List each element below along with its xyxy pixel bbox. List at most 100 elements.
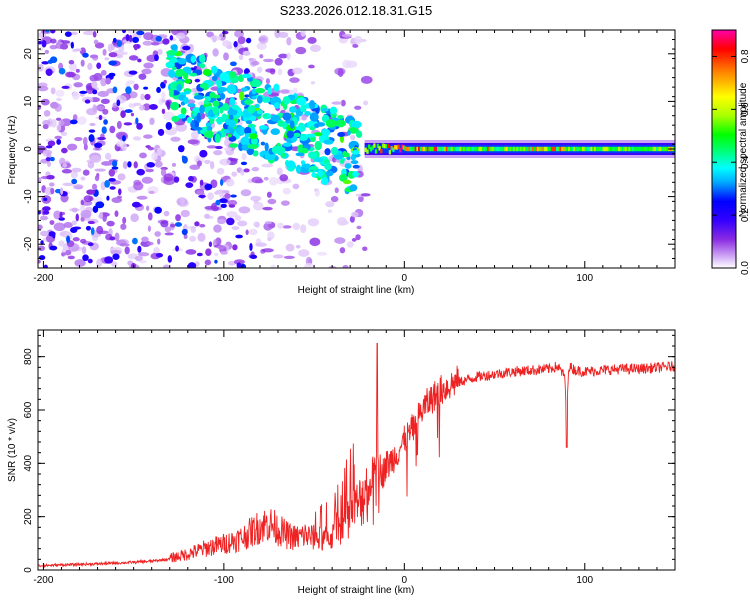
- spectral-noise-blob: [292, 67, 303, 75]
- spectral-ridge-blob: [184, 78, 191, 84]
- spectral-noise-blob: [353, 35, 363, 45]
- spectral-blob: [181, 228, 188, 236]
- carrier-core-segment: [468, 146, 471, 152]
- carrier-core-segment: [623, 146, 626, 152]
- carrier-core-segment: [606, 146, 609, 152]
- spectral-blob: [175, 214, 181, 222]
- carrier-core-segment: [404, 146, 407, 151]
- spectral-noise-blob: [222, 40, 231, 47]
- spectral-blob: [148, 190, 155, 194]
- spectral-ridge-blob: [239, 91, 245, 101]
- spectral-blob: [69, 119, 78, 125]
- spectral-noise-blob: [264, 221, 272, 225]
- spectral-ridge-blob: [183, 96, 189, 104]
- spectral-noise-blob: [145, 168, 155, 173]
- spectral-blob: [198, 194, 206, 198]
- spectral-ridge-blob: [240, 87, 248, 92]
- spectral-blob: [85, 225, 92, 231]
- spectral-noise-blob: [330, 195, 339, 203]
- spectral-ridge-blob: [227, 108, 238, 116]
- spectral-blob: [161, 108, 166, 115]
- spectral-noise-blob: [175, 123, 187, 132]
- spectral-blob: [45, 157, 51, 162]
- spectral-ridge-blob: [300, 105, 305, 112]
- colorbar: 0.0 0.2 0.4 0.6 0.8 Normalized spectral ampl…: [711, 29, 750, 275]
- spectral-noise-blob: [116, 120, 122, 130]
- spectral-noise-blob: [82, 169, 90, 176]
- spectral-blob: [99, 212, 104, 220]
- carrier-core-segment: [473, 146, 476, 152]
- spectral-noise-blob: [185, 249, 197, 255]
- spectral-blob: [228, 204, 236, 208]
- carrier-core-segment: [533, 146, 536, 152]
- carrier-core-segment: [478, 146, 481, 152]
- spectral-blob: [92, 205, 99, 213]
- spectral-noise-blob: [114, 232, 120, 242]
- spectral-noise-blob: [351, 238, 357, 242]
- spectral-noise-blob: [81, 246, 87, 254]
- spectral-blob: [104, 256, 114, 264]
- spectral-noise-blob: [80, 216, 85, 222]
- spectral-ridge-blob: [203, 99, 210, 106]
- spectral-noise-blob: [143, 32, 154, 41]
- spectral-noise-blob: [250, 195, 262, 202]
- spectral-noise-blob: [206, 31, 214, 38]
- spectral-noise-blob: [143, 134, 153, 139]
- carrier-core-segment: [661, 146, 664, 152]
- spectral-noise-blob: [360, 75, 373, 84]
- spectral-noise-blob: [269, 68, 276, 75]
- carrier-core-segment: [474, 146, 478, 152]
- snr-series-line: [38, 342, 675, 569]
- spectral-noise-blob: [115, 54, 124, 59]
- spectral-noise-blob: [62, 162, 68, 168]
- spectral-blob: [112, 86, 118, 94]
- spectral-blob: [245, 229, 249, 236]
- spectral-noise-blob: [299, 224, 307, 234]
- spectral-noise-blob: [60, 131, 68, 137]
- spectral-ridge-blob: [352, 149, 360, 155]
- spectral-blob: [218, 198, 228, 204]
- carrier-core-segment: [442, 146, 445, 152]
- spectral-noise-blob: [39, 215, 49, 221]
- spectral-noise-blob: [339, 220, 349, 226]
- spectral-blob: [60, 187, 64, 196]
- carrier-core-segment: [602, 146, 605, 152]
- spectral-blob: [187, 262, 197, 268]
- spectral-noise-blob: [146, 241, 154, 246]
- spectral-blob: [54, 135, 63, 140]
- spectral-blob: [194, 78, 201, 83]
- spectral-noise-blob: [251, 60, 260, 66]
- spectral-noise-blob: [325, 201, 335, 208]
- spectral-noise-blob: [189, 164, 201, 170]
- spectral-noise-blob: [43, 110, 51, 117]
- spectral-blob: [90, 227, 95, 235]
- spectral-blob: [41, 61, 50, 65]
- spectral-ridge-blob: [321, 176, 329, 186]
- spectral-blob: [199, 179, 204, 186]
- spectral-blob: [108, 168, 116, 177]
- spectral-blob: [196, 252, 203, 257]
- spectral-blob: [114, 210, 119, 217]
- spectral-ridge-blob: [170, 101, 180, 111]
- spectral-noise-blob: [349, 215, 355, 223]
- carrier-core-segment: [526, 146, 530, 152]
- spectral-blob: [45, 145, 53, 149]
- spectral-ridge-blob: [170, 44, 178, 51]
- spectral-noise-blob: [342, 265, 349, 268]
- carrier-core-segment: [373, 143, 376, 148]
- carrier-core-segment: [461, 146, 464, 152]
- spectral-ridge-blob: [256, 95, 263, 104]
- carrier-core-segment: [457, 146, 461, 152]
- spectral-blob: [173, 176, 180, 183]
- spectral-ridge-blob: [308, 166, 319, 171]
- spectral-ridge-blob: [254, 103, 260, 109]
- spectral-noise-blob: [87, 62, 93, 71]
- carrier-core-segment: [557, 146, 561, 152]
- spectral-blob: [96, 62, 102, 69]
- spectral-noise-blob: [71, 167, 82, 173]
- spectral-blob: [221, 30, 229, 35]
- spectral-ridge-blob: [214, 133, 221, 143]
- spectral-noise-blob: [102, 48, 107, 56]
- spectral-ridge-blob: [323, 139, 334, 145]
- spectral-noise-blob: [204, 205, 217, 210]
